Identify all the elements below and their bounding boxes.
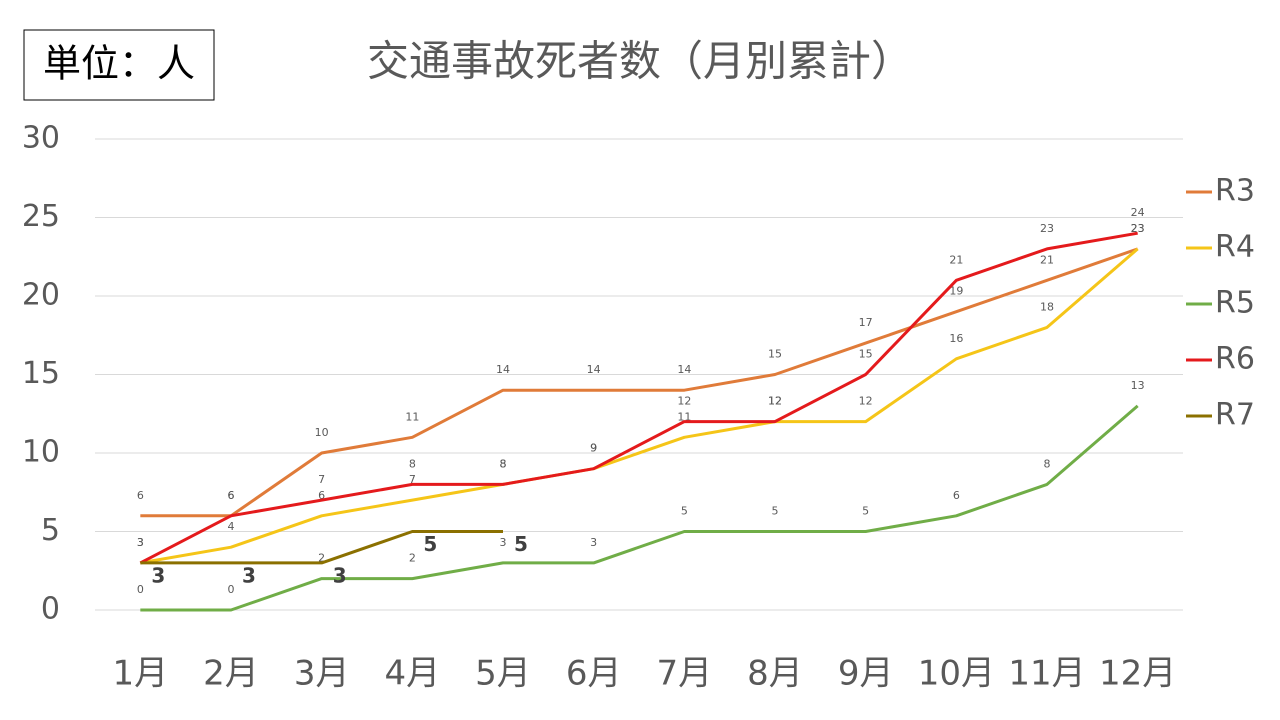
data-label: 9 <box>590 442 597 455</box>
data-label: 14 <box>496 363 510 376</box>
data-label: 15 <box>859 348 873 361</box>
data-label: 12 <box>768 395 782 408</box>
data-label: 3 <box>590 536 597 549</box>
data-label: 3 <box>137 536 144 549</box>
data-label: 7 <box>318 473 325 486</box>
data-label: 16 <box>949 332 963 345</box>
data-label: 21 <box>949 253 963 266</box>
legend-label: R5 <box>1215 286 1255 321</box>
series-line <box>140 404 1139 612</box>
x-tick-label: 5月 <box>475 654 531 694</box>
data-label: 11 <box>405 410 419 423</box>
data-label: 23 <box>1131 222 1145 235</box>
data-label: 5 <box>862 505 869 518</box>
data-label: 6 <box>228 489 235 502</box>
y-tick-label: 25 <box>22 199 60 234</box>
data-label: 23 <box>1131 222 1145 235</box>
data-label: 6 <box>228 489 235 502</box>
data-label: 5 <box>423 532 437 556</box>
data-label: 12 <box>768 395 782 408</box>
unit-box <box>23 29 215 101</box>
unit-label: 単位：人 <box>43 42 195 86</box>
series-line <box>140 247 1139 518</box>
x-tick-label: 9月 <box>838 654 894 694</box>
chart-title: 交通事故死者数（月別累計） <box>367 37 913 86</box>
y-tick-label: 10 <box>22 435 60 470</box>
series-line <box>139 231 1138 565</box>
data-label: 7 <box>409 473 416 486</box>
data-label: 15 <box>768 348 782 361</box>
data-label: 12 <box>677 395 691 408</box>
x-tick-label: 4月 <box>385 654 441 694</box>
data-label: 4 <box>228 520 235 533</box>
data-label: 9 <box>590 442 597 455</box>
data-label: 17 <box>859 316 873 329</box>
x-tick-label: 10月 <box>918 654 995 694</box>
x-tick-label: 6月 <box>566 654 622 694</box>
y-tick-label: 0 <box>41 592 60 627</box>
legend-label: R4 <box>1215 230 1255 265</box>
data-label: 6 <box>953 489 960 502</box>
x-tick-label: 12月 <box>1099 654 1176 694</box>
data-label: 6 <box>318 489 325 502</box>
data-label: 14 <box>587 363 601 376</box>
data-label: 13 <box>1131 379 1145 392</box>
legend-label: R7 <box>1215 398 1255 433</box>
data-label: 6 <box>137 489 144 502</box>
data-label: 5 <box>681 505 688 518</box>
data-label: 11 <box>677 410 691 423</box>
legend-label: R6 <box>1215 342 1255 377</box>
data-label: 12 <box>859 395 873 408</box>
x-tick-label: 8月 <box>747 654 803 694</box>
data-label: 8 <box>409 457 416 470</box>
x-tick-label: 3月 <box>294 654 350 694</box>
data-label: 24 <box>1131 206 1145 219</box>
data-label: 2 <box>409 552 416 565</box>
series-line <box>140 530 503 565</box>
data-label: 5 <box>514 532 528 556</box>
data-label: 19 <box>949 285 963 298</box>
legend-label: R3 <box>1215 174 1255 209</box>
series-line <box>140 247 1139 565</box>
data-label: 3 <box>242 563 256 587</box>
y-tick-label: 5 <box>41 513 60 548</box>
data-label: 23 <box>1040 222 1054 235</box>
data-label: 2 <box>318 552 325 565</box>
data-label: 3 <box>151 563 165 587</box>
y-tick-label: 20 <box>22 278 60 313</box>
data-label: 3 <box>333 563 347 587</box>
x-tick-label: 2月 <box>203 654 259 694</box>
data-label: 3 <box>137 536 144 549</box>
data-label: 10 <box>315 426 329 439</box>
data-label: 3 <box>500 536 507 549</box>
x-tick-label: 1月 <box>113 654 169 694</box>
data-label: 8 <box>500 457 507 470</box>
data-label: 21 <box>1040 253 1054 266</box>
data-label: 5 <box>772 505 779 518</box>
data-label: 8 <box>1044 457 1051 470</box>
y-tick-label: 15 <box>22 356 60 391</box>
data-label: 18 <box>1040 300 1054 313</box>
data-label: 0 <box>137 583 144 596</box>
data-label: 14 <box>677 363 691 376</box>
y-tick-label: 30 <box>22 121 60 156</box>
x-tick-label: 11月 <box>1008 654 1085 694</box>
x-tick-label: 7月 <box>657 654 713 694</box>
data-label: 0 <box>228 583 235 596</box>
data-label: 8 <box>500 457 507 470</box>
